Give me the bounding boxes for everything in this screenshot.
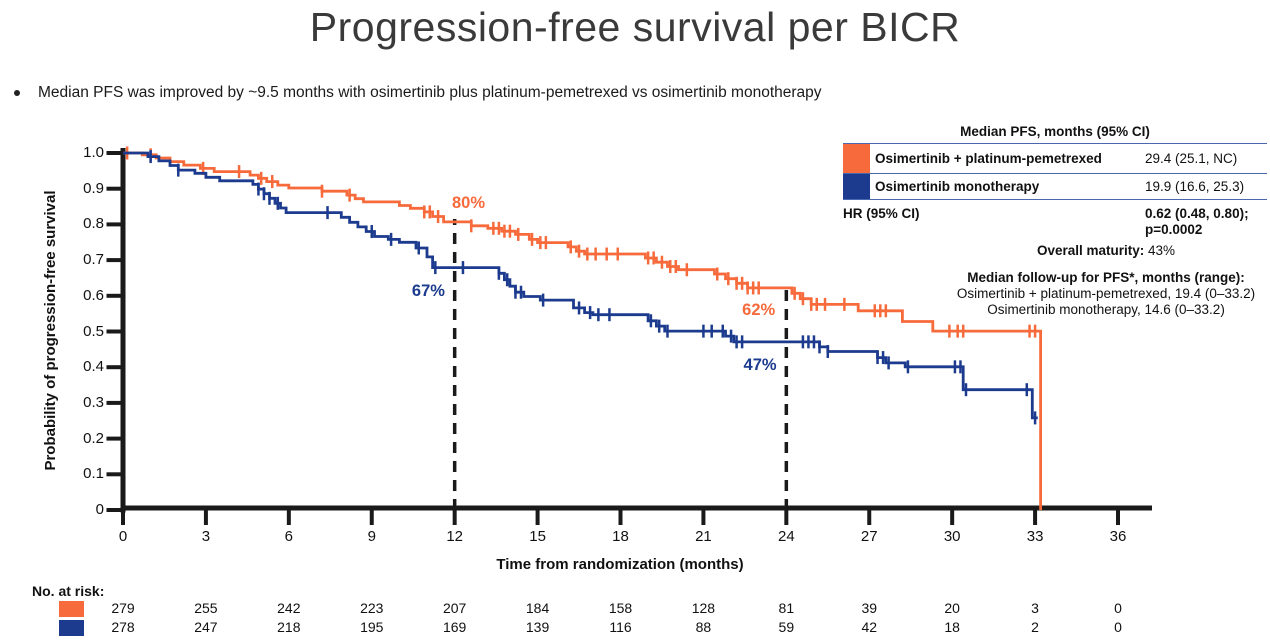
risk-count: 39 — [861, 600, 878, 616]
x-tick-label: 9 — [367, 528, 376, 545]
x-tick-label: 18 — [612, 528, 629, 545]
risk-count: 59 — [778, 619, 795, 635]
risk-count: 169 — [442, 619, 467, 635]
mono-arm-label: Osimertinib monotherapy — [875, 179, 1040, 194]
table-row: Osimertinib monotherapy 19.9 (16.6, 25.3… — [843, 173, 1267, 200]
median-pfs-table: Median PFS, months (95% CI) Osimertinib … — [843, 124, 1267, 238]
overall-maturity-label: Overall maturity: — [1036, 243, 1145, 258]
risk-count: 18 — [944, 619, 960, 635]
followup-header: Median follow-up for PFS*, months (range… — [967, 270, 1245, 285]
y-tick-label: 0.5 — [83, 322, 104, 340]
landmark-percent-label: 47% — [743, 356, 777, 375]
risk-count: 279 — [111, 600, 135, 616]
y-tick-label: 0.9 — [83, 179, 104, 197]
y-tick-label: 0.8 — [83, 215, 104, 233]
x-tick-label: 27 — [860, 528, 878, 545]
risk-count: 218 — [277, 619, 301, 635]
risk-count: 128 — [691, 600, 716, 616]
x-tick-label: 30 — [943, 528, 961, 545]
hr-row: HR (95% CI) 0.62 (0.48, 0.80); p=0.0002 — [843, 200, 1267, 238]
combo-arm-label: Osimertinib + platinum-pemetrexed — [875, 151, 1102, 166]
mono-arm-swatch — [843, 174, 870, 199]
x-tick-label: 3 — [201, 528, 211, 545]
y-tick-label: 0.4 — [83, 358, 104, 376]
combo-arm-swatch — [843, 144, 870, 173]
y-tick-label: 0.6 — [83, 286, 104, 304]
overall-maturity: Overall maturity: 43% — [944, 243, 1268, 259]
risk-count: 278 — [111, 619, 135, 635]
risk-count: 207 — [442, 600, 467, 616]
risk-count: 0 — [1114, 600, 1122, 616]
median-pfs-table-header: Median PFS, months (95% CI) — [960, 124, 1150, 139]
landmark-percent-label: 80% — [451, 194, 485, 213]
risk-count: 81 — [778, 600, 795, 616]
stats-block: Overall maturity: 43% Median follow-up f… — [944, 243, 1268, 318]
risk-count: 242 — [277, 600, 301, 616]
hr-value: 0.62 (0.48, 0.80); p=0.0002 — [1145, 206, 1249, 238]
risk-row-swatch — [59, 620, 84, 636]
y-tick-label: 0.2 — [83, 429, 104, 447]
risk-count: 2 — [1031, 619, 1039, 635]
risk-count: 3 — [1031, 600, 1039, 616]
hr-value-line2: p=0.0002 — [1145, 222, 1203, 237]
y-tick-label: 0.3 — [83, 393, 104, 411]
x-tick-label: 33 — [1026, 528, 1044, 545]
hr-label: HR (95% CI) — [843, 206, 920, 221]
y-tick-label: 0.7 — [83, 251, 104, 269]
table-row: Osimertinib + platinum-pemetrexed 29.4 (… — [843, 143, 1267, 173]
page-title: Progression-free survival per BICR — [309, 4, 961, 50]
x-tick-label: 6 — [284, 528, 293, 545]
risk-count: 0 — [1114, 619, 1122, 635]
overall-maturity-value: 43% — [1148, 243, 1176, 258]
y-tick-label: 0 — [95, 501, 104, 518]
risk-count: 42 — [861, 619, 878, 635]
risk-count: 88 — [695, 619, 712, 635]
y-axis-title: Probability of progression-free survival — [42, 190, 59, 471]
risk-count: 223 — [360, 600, 384, 616]
mono-arm-median: 19.9 (16.6, 25.3) — [1145, 179, 1245, 194]
risk-count: 20 — [944, 600, 960, 616]
combo-arm-median: 29.4 (25.1, NC) — [1145, 151, 1238, 166]
risk-row-swatch — [59, 601, 84, 617]
bullet-icon — [14, 90, 20, 96]
hr-value-line1: 0.62 (0.48, 0.80); — [1145, 206, 1249, 221]
x-tick-label: 36 — [1109, 528, 1127, 545]
km-curve-mono — [123, 151, 1038, 420]
bullet-text: Median PFS was improved by ~9.5 months w… — [38, 84, 822, 101]
followup-combo: Osimertinib + platinum-pemetrexed, 19.4 … — [956, 286, 1256, 301]
risk-count: 116 — [609, 619, 632, 635]
risk-count: 255 — [194, 600, 218, 616]
x-axis-title: Time from randomization (months) — [496, 556, 744, 573]
followup-mono: Osimertinib monotherapy, 14.6 (0–33.2) — [987, 302, 1225, 317]
x-tick-label: 0 — [118, 528, 128, 545]
landmark-percent-label: 62% — [742, 300, 776, 319]
risk-count: 247 — [194, 619, 218, 635]
landmark-percent-label: 67% — [411, 281, 445, 300]
risk-count: 184 — [525, 600, 550, 616]
x-tick-label: 21 — [695, 528, 712, 545]
x-tick-label: 12 — [446, 528, 463, 545]
x-tick-label: 24 — [777, 528, 795, 545]
y-tick-label: 0.1 — [83, 465, 104, 483]
risk-count: 195 — [360, 619, 384, 635]
x-tick-label: 15 — [529, 528, 546, 545]
risk-count: 158 — [608, 600, 633, 616]
risk-count: 139 — [525, 619, 550, 635]
y-tick-label: 1.0 — [83, 144, 104, 161]
risk-table-label: No. at risk: — [32, 583, 105, 599]
